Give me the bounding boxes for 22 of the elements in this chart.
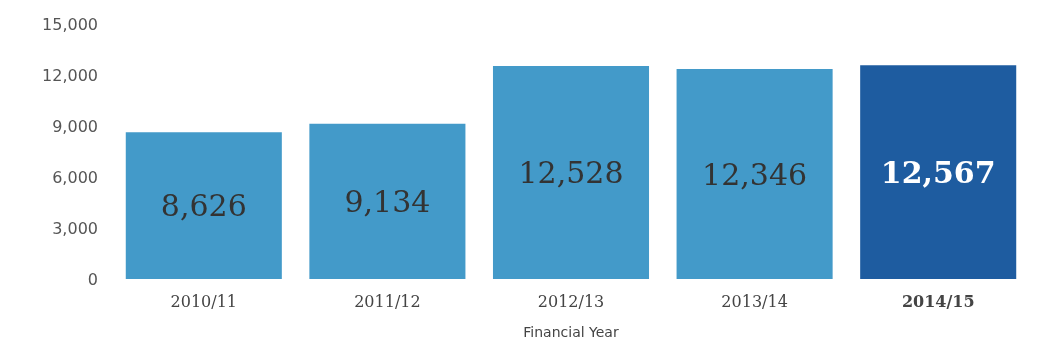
y-tick-label: 12,000 xyxy=(42,65,98,85)
x-tick-label: 2011/12 xyxy=(354,291,421,311)
x-tick-label: 2012/13 xyxy=(537,291,605,311)
x-axis-title: Financial Year xyxy=(523,324,619,340)
data-label: 12,567 xyxy=(880,154,996,190)
y-tick-label: 15,000 xyxy=(42,14,98,34)
data-label: 8,626 xyxy=(160,188,247,224)
bar xyxy=(309,123,466,279)
y-tick-label: 9,000 xyxy=(52,116,98,136)
x-tick-label: 2013/14 xyxy=(721,291,788,311)
data-label: 9,134 xyxy=(344,183,431,219)
y-tick-label: 6,000 xyxy=(52,167,98,187)
data-label: 12,528 xyxy=(518,155,624,191)
bar xyxy=(492,66,650,279)
x-tick-label: 2014/15 xyxy=(901,291,975,311)
bar xyxy=(676,69,833,279)
y-tick-label: 3,000 xyxy=(52,218,98,238)
data-label: 12,346 xyxy=(702,156,808,192)
x-tick-label: 2010/11 xyxy=(170,291,238,311)
y-tick-label: 0 xyxy=(87,269,98,289)
bar xyxy=(860,65,1017,279)
bar xyxy=(125,132,282,279)
